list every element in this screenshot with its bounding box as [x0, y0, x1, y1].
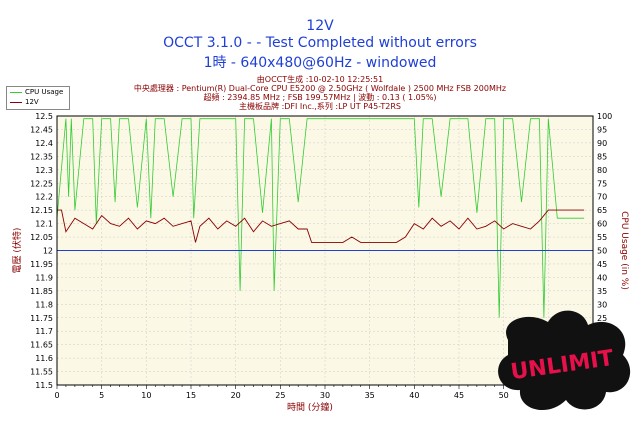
y-right-tick-label: 35	[597, 287, 607, 296]
legend-item-12v: 12V	[7, 97, 69, 107]
y-left-tick-label: 11.55	[30, 368, 53, 377]
y-left-tick-label: 12.2	[35, 193, 53, 202]
x-tick-label: 45	[454, 391, 464, 400]
legend-item-cpu: CPU Usage	[7, 87, 69, 97]
y-left-tick-label: 11.65	[30, 341, 53, 350]
y-axis-label-left: 電壓 (伏特)	[11, 228, 23, 274]
y-left-tick-label: 12.15	[30, 206, 53, 215]
y-right-tick-label: 50	[597, 247, 607, 256]
y-left-tick-label: 11.7	[35, 327, 53, 336]
y-right-tick-label: 95	[597, 125, 607, 134]
logo-splat	[498, 310, 631, 411]
legend-swatch-12v	[10, 102, 22, 103]
x-axis-label: 時間 (分鐘)	[287, 401, 333, 413]
y-right-tick-label: 100	[597, 112, 612, 121]
y-right-tick-label: 75	[597, 179, 607, 188]
y-left-tick-label: 11.6	[35, 354, 53, 363]
y-left-tick-label: 12.1	[35, 220, 53, 229]
x-tick-label: 10	[141, 391, 151, 400]
y-right-tick-label: 65	[597, 206, 607, 215]
y-left-tick-label: 11.75	[30, 314, 53, 323]
y-right-tick-label: 25	[597, 314, 607, 323]
info-motherboard: 主機板品牌 :DFI Inc.,系列 :LP UT P45-T2RS	[239, 102, 401, 111]
y-left-tick-label: 12.5	[35, 112, 53, 121]
y-left-tick-label: 11.95	[30, 260, 53, 269]
legend-swatch-cpu	[10, 92, 22, 93]
series-group	[56, 118, 593, 318]
legend: CPU Usage 12V	[6, 86, 70, 110]
x-tick-label: 40	[409, 391, 419, 400]
x-tick-label: 25	[275, 391, 285, 400]
series-cpu-usage-line	[56, 118, 585, 318]
info-generated: 由OCCT生成 :10-02-10 12:25:51	[256, 75, 384, 84]
y-right-tick-label: 45	[597, 260, 607, 269]
y-right-tick-label: 60	[597, 220, 607, 229]
y-left-tick-label: 12.3	[35, 166, 53, 175]
x-tick-label: 0	[54, 391, 59, 400]
legend-label-cpu: CPU Usage	[25, 88, 64, 96]
y-right-tick-label: 90	[597, 139, 607, 148]
chart-subtitle-mode: 1時 - 640x480@60Hz - windowed	[203, 55, 437, 71]
x-tick-label: 5	[99, 391, 104, 400]
x-tick-label: 20	[231, 391, 241, 400]
y-right-tick-label: 80	[597, 166, 607, 175]
series-12v-line	[57, 209, 585, 243]
chart-title: 12V	[306, 18, 334, 34]
y-left-tick-label: 12.25	[30, 179, 53, 188]
y-left-tick-label: 12.4	[35, 139, 53, 148]
y-left-tick-label: 12	[43, 247, 53, 256]
y-right-tick-label: 70	[597, 193, 607, 202]
y-right-tick-label: 30	[597, 300, 607, 309]
plot-border	[56, 115, 594, 386]
x-tick-label: 50	[499, 391, 509, 400]
y-left-tick-label: 11.8	[35, 300, 53, 309]
x-tick-label: 30	[320, 391, 330, 400]
y-left-tick-label: 11.85	[30, 287, 53, 296]
x-tick-label: 35	[365, 391, 375, 400]
info-cpu: 中央處理器 : Pentium(R) Dual-Core CPU E5200 @…	[133, 84, 507, 93]
info-overclock: 超頻 : 2394.85 MHz ; FSB 199.57MHz | 波動 : …	[203, 93, 437, 102]
chart-subtitle-test: OCCT 3.1.0 - - Test Completed without er…	[163, 35, 477, 51]
y-left-tick-label: 12.35	[30, 152, 53, 161]
y-left-tick-label: 12.45	[30, 125, 53, 134]
y-right-tick-label: 85	[597, 152, 607, 161]
legend-label-12v: 12V	[25, 98, 39, 106]
x-tick-label: 15	[186, 391, 196, 400]
y-left-tick-label: 12.05	[30, 233, 53, 242]
y-left-tick-label: 11.9	[35, 273, 53, 282]
unlimit-logo: UNLIMIT	[498, 310, 631, 411]
y-axis-label-right: CPU Usage (in %)	[619, 211, 629, 290]
y-left-tick-label: 11.5	[35, 381, 53, 390]
y-right-tick-label: 40	[597, 273, 607, 282]
y-right-tick-label: 55	[597, 233, 607, 242]
